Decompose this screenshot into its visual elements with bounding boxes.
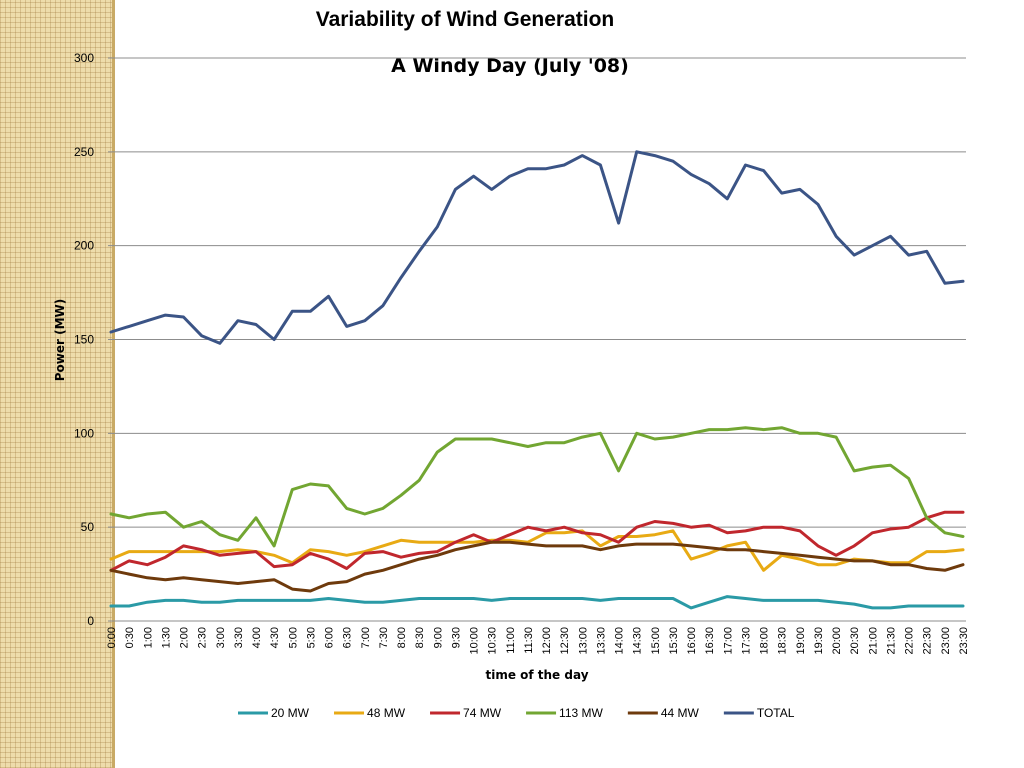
x-tick-label: 6:30 [342,627,354,648]
x-tick-label: 18:00 [759,627,771,655]
x-tick-label: 2:00 [179,627,191,648]
x-tick-label: 1:00 [142,627,154,648]
y-tick-label: 0 [87,614,94,628]
x-tick-label: 17:00 [722,627,734,655]
legend-label: 113 MW [559,706,603,720]
x-tick-label: 18:30 [777,627,789,655]
x-tick-label: 13:00 [577,627,589,655]
y-tick-label: 300 [74,51,94,65]
legend-label: TOTAL [757,706,795,720]
series-line-44-mw [109,540,965,593]
x-tick-label: 12:00 [541,627,553,655]
x-tick-label: 4:00 [251,627,263,648]
x-tick-label: 16:30 [704,627,716,655]
x-tick-label: 23:00 [940,627,952,655]
x-tick-label: 22:30 [922,627,934,655]
x-tick-label: 15:30 [668,627,680,655]
x-tick-label: 9:30 [450,627,462,648]
x-tick-label: 7:30 [378,627,390,648]
y-tick-label: 200 [74,239,94,253]
series-lines [109,150,965,610]
x-tick-label: 12:30 [559,627,571,655]
x-tick-label: 14:30 [632,627,644,655]
x-tick-label: 0:00 [106,627,118,648]
y-axis-ticks: 0 50 100 150 200 250 300 [74,51,94,628]
x-axis-label: time of the day [485,668,588,682]
legend-label: 44 MW [661,706,700,720]
x-tick-label: 9:00 [432,627,444,648]
legend: 20 MW 48 MW 74 MW 113 MW 44 MW TOTAL [238,706,795,720]
x-tick-label: 8:00 [396,627,408,648]
x-tick-label: 11:30 [523,627,535,654]
x-tick-label: 5:30 [305,627,317,648]
series-line-total [109,150,965,345]
x-tick-label: 13:30 [595,627,607,655]
y-tick-label: 150 [74,333,94,347]
x-tick-label: 14:00 [614,627,626,655]
x-tick-label: 0:30 [124,627,136,648]
x-tick-label: 3:30 [233,627,245,648]
x-tick-label: 8:30 [414,627,426,648]
series-line-20-mw [109,595,965,610]
decorative-side-strip [0,0,115,768]
x-tick-label: 10:00 [469,627,481,655]
chart-title: A Windy Day (July '08) [391,55,629,77]
x-tick-label: 20:30 [849,627,861,655]
x-tick-label: 3:00 [215,627,227,648]
x-tick-label: 19:00 [795,627,807,655]
slide-title: Variability of Wind Generation [315,8,615,31]
x-tick-label: 16:00 [686,627,698,655]
x-tick-label: 23:30 [958,627,970,655]
legend-label: 48 MW [367,706,406,720]
x-tick-label: 10:30 [487,627,499,655]
x-tick-label: 17:30 [740,627,752,655]
series-line-74-mw [109,510,965,572]
y-tick-label: 50 [81,520,95,534]
y-axis-label: Power (MW) [53,299,67,382]
x-tick-label: 19:30 [813,627,825,655]
x-tick-label: 22:00 [904,627,916,655]
series-line-113-mw [109,426,965,548]
x-tick-label: 1:30 [160,627,172,648]
x-tick-label: 21:00 [867,627,879,655]
legend-label: 20 MW [271,706,310,720]
y-tick-label: 100 [74,426,94,440]
y-tick-label: 250 [74,145,94,159]
x-tick-label: 4:30 [269,627,281,648]
x-tick-label: 7:00 [360,627,372,648]
x-tick-label: 5:00 [287,627,299,648]
x-tick-label: 6:00 [324,627,336,648]
x-tick-label: 2:30 [197,627,209,648]
x-tick-label: 21:30 [885,627,897,655]
legend-label: 74 MW [463,706,502,720]
x-tick-label: 20:00 [831,627,843,655]
x-tick-label: 15:00 [650,627,662,655]
x-tick-label: 11:00 [505,627,517,654]
x-axis-ticks: 0:00 0:30 1:00 1:30 2:00 2:30 3:00 3:30 4:00 4:30… [106,627,970,655]
